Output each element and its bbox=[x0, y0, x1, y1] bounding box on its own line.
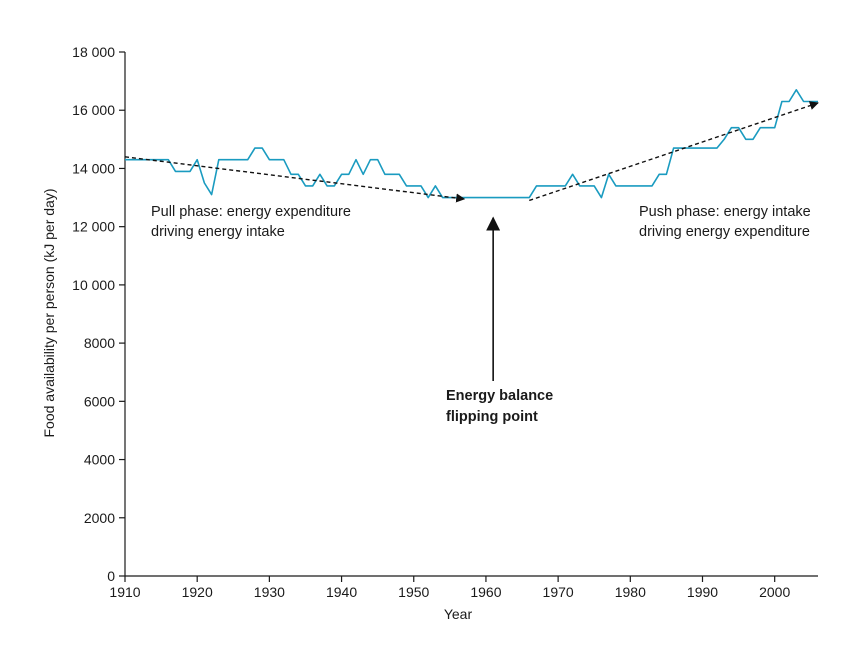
y-tick-label: 14 000 bbox=[72, 160, 115, 176]
y-tick-label: 2000 bbox=[84, 510, 115, 526]
x-tick-label: 1990 bbox=[687, 584, 718, 600]
y-axis-title: Food availability per person (kJ per day… bbox=[41, 188, 57, 437]
x-tick-label: 1950 bbox=[398, 584, 429, 600]
x-tick-label: 1980 bbox=[615, 584, 646, 600]
flipping-point-label-line2: flipping point bbox=[446, 409, 538, 425]
series-line-food-availability bbox=[125, 89, 818, 199]
x-tick-label: 1920 bbox=[182, 584, 213, 600]
x-tick-label: 2000 bbox=[759, 584, 790, 600]
y-tick-label: 16 000 bbox=[72, 102, 115, 118]
pull-phase-label-line2: driving energy intake bbox=[151, 224, 285, 240]
push-phase-label-line1: Push phase: energy intake bbox=[639, 204, 811, 220]
x-tick-label: 1910 bbox=[109, 584, 140, 600]
pull-phase-label-line1: Pull phase: energy expenditure bbox=[151, 204, 351, 220]
push-phase-label-line2: driving energy expenditure bbox=[639, 224, 810, 240]
y-tick-label: 18 000 bbox=[72, 44, 115, 60]
y-tick-label: 4000 bbox=[84, 452, 115, 468]
push-phase-trend-arrow bbox=[529, 101, 819, 202]
x-tick-label: 1960 bbox=[470, 584, 501, 600]
x-axis-title: Year bbox=[444, 606, 473, 622]
x-tick-label: 1930 bbox=[254, 584, 285, 600]
x-axis-ticks: 1910 1920 1930 1940 1950 1960 1970 1980 1990 2000 bbox=[109, 576, 790, 600]
y-axis-ticks: 0 2000 4000 6000 8000 10 000 12 000 14 000 16 00… bbox=[72, 44, 125, 584]
flipping-point-label-line1: Energy balance bbox=[446, 388, 553, 404]
y-tick-label: 10 000 bbox=[72, 277, 115, 293]
y-tick-label: 8000 bbox=[84, 335, 115, 351]
x-tick-label: 1940 bbox=[326, 584, 357, 600]
y-tick-label: 6000 bbox=[84, 393, 115, 409]
pull-phase-trend-arrow bbox=[124, 156, 466, 203]
y-tick-label: 0 bbox=[107, 568, 115, 584]
x-tick-label: 1970 bbox=[543, 584, 574, 600]
y-tick-label: 12 000 bbox=[72, 219, 115, 235]
